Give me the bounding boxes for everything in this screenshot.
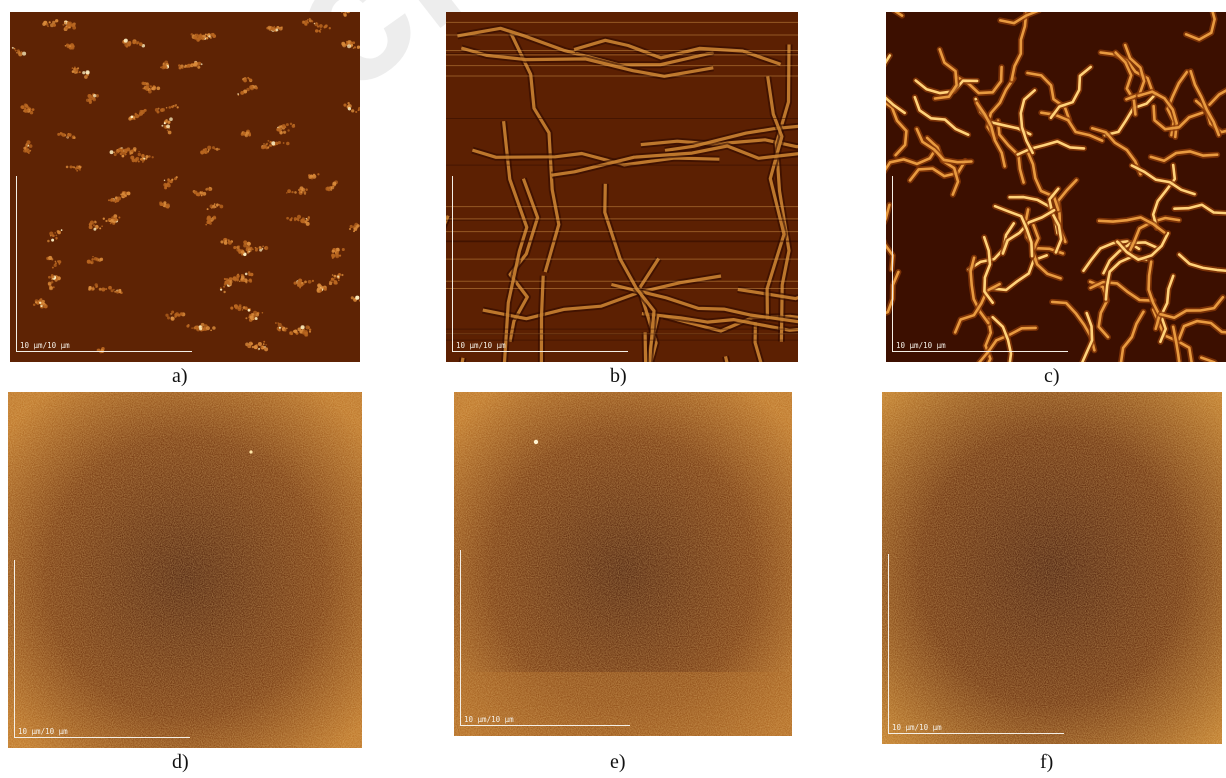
caption-b: b)	[610, 365, 627, 387]
scale-bar-horizontal	[16, 351, 192, 352]
scale-label: 10 µm/10 µm	[18, 727, 68, 736]
caption-a: a)	[172, 365, 188, 387]
scale-bar-horizontal	[892, 351, 1068, 352]
afm-panel-c: 10 µm/10 µm	[886, 12, 1226, 362]
scale-bar-horizontal	[888, 733, 1064, 734]
caption-e: e)	[610, 751, 626, 773]
scale-bar-vertical	[888, 554, 889, 734]
afm-image-f	[882, 392, 1222, 744]
afm-panel-e: 10 µm/10 µm	[454, 392, 792, 736]
afm-image-b	[446, 12, 798, 362]
caption-c: c)	[1044, 365, 1060, 387]
scale-label: 10 µm/10 µm	[20, 341, 70, 350]
scale-label: 10 µm/10 µm	[892, 723, 942, 732]
scale-bar-horizontal	[452, 351, 628, 352]
afm-panel-f: 10 µm/10 µm	[882, 392, 1222, 744]
scale-bar-vertical	[460, 550, 461, 726]
scale-bar-vertical	[452, 176, 453, 352]
afm-image-a	[10, 12, 360, 362]
afm-panel-d: 10 µm/10 µm	[8, 392, 362, 748]
scale-label: 10 µm/10 µm	[896, 341, 946, 350]
scale-bar-vertical	[16, 176, 17, 352]
afm-image-d	[8, 392, 362, 748]
scale-bar-horizontal	[460, 725, 630, 726]
scale-bar-vertical	[14, 560, 15, 738]
scale-bar-vertical	[892, 176, 893, 352]
scale-label: 10 µm/10 µm	[464, 715, 514, 724]
afm-panel-b: 10 µm/10 µm	[446, 12, 798, 362]
scale-label: 10 µm/10 µm	[456, 341, 506, 350]
afm-image-c	[886, 12, 1226, 362]
afm-panel-a: 10 µm/10 µm	[10, 12, 360, 362]
caption-f: f)	[1040, 751, 1054, 773]
afm-image-e	[454, 392, 792, 736]
caption-d: d)	[172, 751, 189, 773]
scale-bar-horizontal	[14, 737, 190, 738]
